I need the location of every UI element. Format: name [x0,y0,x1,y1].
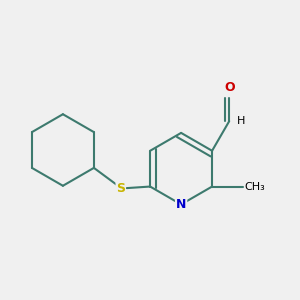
Text: H: H [237,116,245,126]
Text: S: S [116,182,125,195]
Text: N: N [176,198,186,211]
Text: CH₃: CH₃ [245,182,266,191]
Text: O: O [224,81,235,94]
